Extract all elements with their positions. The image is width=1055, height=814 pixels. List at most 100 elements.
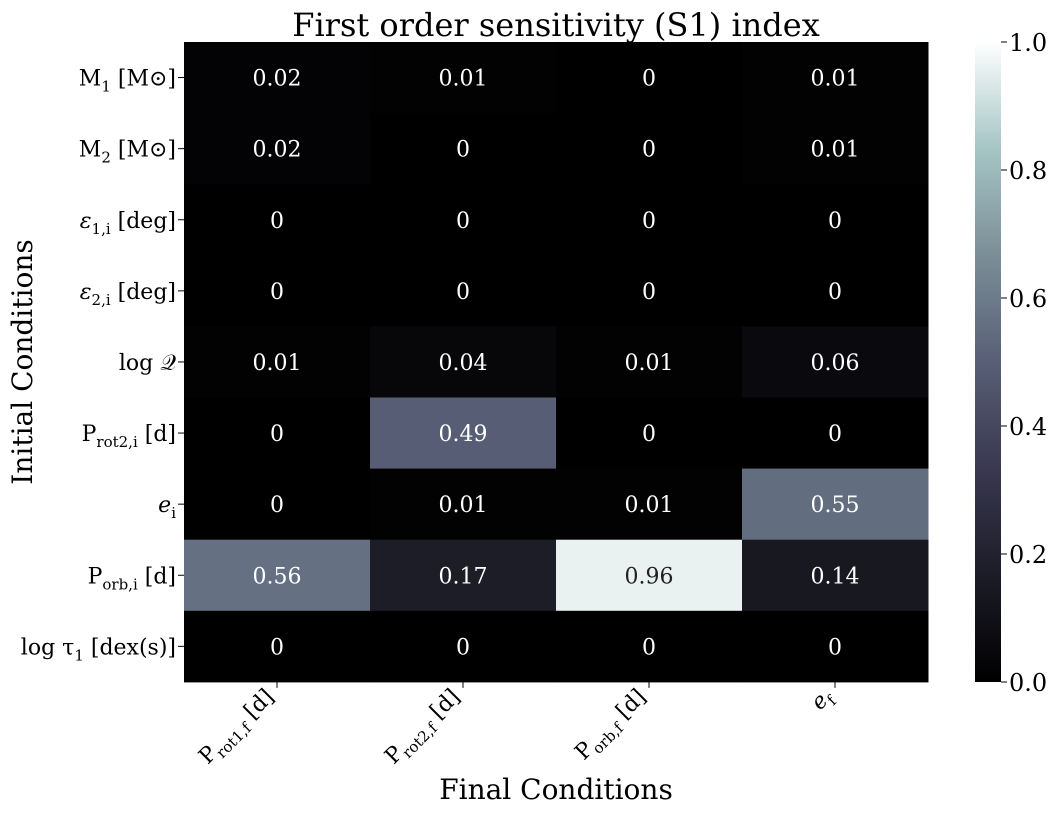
heatmap-cell (184, 255, 371, 327)
chart-title: First order sensitivity (S1) index (292, 6, 820, 44)
x-tick-label: ef (806, 683, 841, 718)
heatmap-cell (184, 539, 371, 612)
cell-value-label: 0 (828, 280, 842, 305)
colorbar-tick-label: 1.0 (1009, 29, 1047, 57)
row-labels: M1 [M⊙] M2 [M⊙] ε1,i [deg] ε2,i [deg] log 𝒬 P… (21, 67, 184, 664)
cell-value-label: 0.06 (811, 351, 860, 376)
cell-value-label: 0 (828, 422, 842, 447)
y-tick-label: ε2,i [deg] (80, 280, 176, 309)
y-tick-label: ε1,i [deg] (80, 209, 176, 238)
cell-value-label: 0.01 (811, 138, 860, 163)
heatmap-cell (742, 468, 929, 541)
y-tick-label: log τ1 [dex(s)] (21, 635, 176, 664)
cell-value-label: 0 (642, 209, 656, 234)
cell-value-label: 0 (642, 138, 656, 163)
cell-value-label: 0 (642, 635, 656, 660)
cell-value-label: 0.14 (811, 564, 860, 589)
cell-value-label: 0 (456, 138, 470, 163)
cell-value-label: 0.04 (439, 351, 488, 376)
cell-value-label: 0 (642, 280, 656, 305)
heatmap-cell (556, 468, 743, 541)
cell-value-label: 0 (270, 209, 284, 234)
heatmap-cell (742, 113, 929, 185)
cell-value-label: 0 (828, 209, 842, 234)
heatmap-cell (742, 397, 929, 470)
cell-value-label: 0.01 (625, 351, 674, 376)
heatmap-cell (742, 42, 929, 114)
heatmap-cell (742, 539, 929, 612)
cell-value-label: 0.02 (253, 138, 302, 163)
colorbar-tick-label: 0.6 (1009, 285, 1047, 313)
cell-value-label: 0 (642, 422, 656, 447)
heatmap-cell (556, 42, 743, 114)
y-tick-label: log 𝒬 (119, 351, 176, 376)
heatmap-cell (184, 397, 371, 470)
heatmap-cell (184, 42, 371, 114)
cell-value-label: 0 (270, 422, 284, 447)
heatmap-cell (184, 610, 371, 683)
cell-value-label: 0.56 (253, 564, 302, 589)
heatmap-cell (742, 184, 929, 256)
heatmap-cell (556, 184, 743, 256)
y-tick-label: M1 [M⊙] (79, 67, 176, 96)
cell-value-label: 0.01 (625, 493, 674, 518)
heatmap-cell (556, 113, 743, 185)
cell-value-label: 0 (456, 209, 470, 234)
heatmap-cell (556, 326, 743, 398)
heatmap-cell (742, 326, 929, 398)
heatmap-cell (370, 42, 557, 114)
colorbar-tick-label: 0.2 (1009, 541, 1047, 569)
cell-value-label: 0 (828, 635, 842, 660)
cell-value-label: 0 (270, 280, 284, 305)
cell-value-label: 0.55 (811, 493, 860, 518)
cell-value-label: 0.01 (811, 67, 860, 92)
heatmap-cell (370, 610, 557, 683)
cell-value-label: 0.02 (253, 67, 302, 92)
x-axis-label: Final Conditions (439, 773, 673, 806)
heatmap-cell (556, 539, 743, 612)
heatmap-cell (184, 326, 371, 398)
heatmap-cells: 0.02 0.01 0 0.01 0.02 0 0 0.01 0 0 0 0 0 0 0 0 0.01 0.04 0… (184, 42, 929, 683)
cell-value-label: 0.17 (439, 564, 488, 589)
cell-value-label: 0 (456, 635, 470, 660)
y-axis-label: Initial Conditions (6, 239, 39, 484)
heatmap-cell (184, 113, 371, 185)
cell-value-label: 0.01 (253, 351, 302, 376)
colorbar-ticks: 0.0 0.2 0.4 0.6 0.8 1.0 (1001, 29, 1047, 697)
cell-value-label: 0.96 (625, 564, 674, 589)
cell-value-label: 0 (456, 280, 470, 305)
heatmap-cell (742, 255, 929, 327)
heatmap-cell (370, 326, 557, 398)
heatmap-cell (556, 397, 743, 470)
heatmap-cell (370, 397, 557, 470)
cell-value-label: 0.01 (439, 67, 488, 92)
x-tick-label: Prot1,f [d] (194, 684, 282, 772)
colorbar-tick-label: 0.0 (1009, 669, 1047, 697)
cell-value-label: 0 (270, 635, 284, 660)
cell-value-label: 0.49 (439, 422, 488, 447)
heatmap-cell (742, 610, 929, 683)
cell-value-label: 0.01 (439, 493, 488, 518)
heatmap-cell (370, 539, 557, 612)
heatmap-cell (556, 255, 743, 327)
colorbar: 0.0 0.2 0.4 0.6 0.8 1.0 (975, 29, 1047, 697)
heatmap-cell (370, 184, 557, 256)
heatmap-cell (370, 113, 557, 185)
colorbar-tick-label: 0.4 (1009, 413, 1047, 441)
heatmap-cell (184, 468, 371, 541)
colorbar-gradient (975, 42, 1001, 682)
y-tick-label: Prot2,i [d] (82, 422, 176, 451)
heatmap-cell (370, 468, 557, 541)
heatmap-cell (184, 184, 371, 256)
y-tick-label: Porb,i [d] (88, 564, 176, 593)
y-tick-label: M2 [M⊙] (79, 138, 176, 167)
cell-value-label: 0 (642, 67, 656, 92)
colorbar-tick-label: 0.8 (1009, 157, 1047, 185)
heatmap-cell (556, 610, 743, 683)
heatmap-cell (370, 255, 557, 327)
column-labels: Prot1,f [d] Prot2,f [d] Porb,f [d] ef (194, 681, 841, 772)
x-tick-label: Prot2,f [d] (380, 684, 468, 772)
cell-value-label: 0 (270, 493, 284, 518)
x-tick-label: Porb,f [d] (570, 684, 654, 768)
